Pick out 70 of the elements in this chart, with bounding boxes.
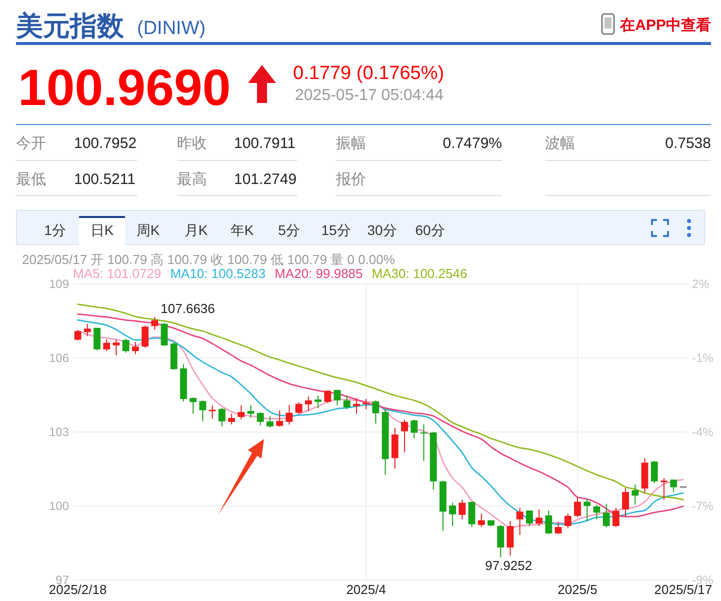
candlestick	[276, 410, 284, 427]
candlestick	[632, 484, 639, 505]
text: 最低	[16, 171, 46, 188]
text: 昨收	[177, 135, 207, 152]
text: 报价	[335, 171, 366, 188]
text: 1分	[44, 222, 66, 238]
candlestick	[670, 480, 678, 492]
candlestick	[266, 416, 274, 428]
annotation: 107.6636	[160, 300, 215, 316]
y2-tick-label: -1%	[692, 351, 714, 366]
y-tick-label: 106	[48, 351, 70, 366]
candlestick	[372, 400, 380, 424]
text: MA30: 100.2546	[372, 266, 468, 281]
candlestick	[228, 414, 236, 424]
text: 100.7952	[74, 135, 137, 152]
text: 最高	[177, 171, 207, 188]
y2-tick-label: -4%	[692, 425, 714, 440]
text: 今开	[16, 135, 46, 152]
y-tick-label: 103	[48, 425, 70, 440]
chart-title: 美元指数	[15, 11, 125, 41]
text: 0.1779 (0.1765%)	[293, 63, 444, 84]
candlestick	[84, 324, 91, 336]
candlestick	[584, 498, 591, 522]
candlestick	[536, 509, 543, 526]
text: 5分	[278, 222, 300, 238]
text: MA5: 101.0729	[73, 266, 162, 281]
text: 101.2749	[234, 171, 297, 188]
y2-tick-label: -7%	[692, 499, 714, 514]
candlestick	[132, 342, 139, 354]
text: MA10: 100.5283	[170, 266, 266, 281]
text: 日K	[90, 222, 114, 238]
text: 周K	[136, 222, 160, 238]
candlestick	[256, 412, 264, 426]
text: 30分	[367, 222, 397, 238]
candlestick	[602, 504, 610, 528]
text: 0.7479%	[442, 135, 502, 152]
candlestick	[449, 502, 456, 526]
text: 2025/05/17 开 100.79 高 100.79 收 100.79 低 100.79 量 0 0.00%	[22, 252, 396, 267]
candlestick	[343, 395, 350, 410]
candlestick	[304, 396, 312, 412]
text: MA20: 99.9885	[274, 266, 363, 281]
candlestick	[103, 340, 110, 352]
text: 100.7911	[234, 135, 296, 152]
text: 波幅	[545, 135, 575, 152]
candlestick	[295, 402, 302, 414]
text: 15分	[321, 222, 351, 238]
candlestick	[420, 424, 428, 461]
candlestick	[314, 395, 322, 408]
text: 月K	[184, 222, 208, 238]
text: 振幅	[336, 135, 366, 152]
candlestick	[112, 340, 120, 356]
annotation: 97.9252	[485, 558, 532, 574]
candlestick	[660, 478, 668, 500]
y2-tick-label: 2%	[692, 277, 710, 292]
text: 2025-05-17 05:04:44	[295, 87, 444, 104]
y-tick-label: 109	[48, 277, 70, 292]
text: 在APP中查看	[619, 17, 711, 34]
text: 60分	[415, 222, 445, 238]
text: 100.5211	[74, 171, 136, 188]
y-tick-label: 100	[48, 499, 70, 514]
text: 年K	[230, 222, 254, 238]
x-tick-label: 2025/5	[558, 582, 598, 597]
chart-subtitle: (DINIW)	[137, 18, 206, 39]
x-tick-label: 2025/4	[346, 582, 386, 597]
text: 100.9690	[18, 59, 231, 116]
candlestick	[401, 420, 408, 452]
candlestick	[238, 405, 245, 420]
candlestick	[516, 508, 524, 535]
text: 0.7538	[665, 135, 711, 152]
candlestick	[208, 405, 216, 419]
